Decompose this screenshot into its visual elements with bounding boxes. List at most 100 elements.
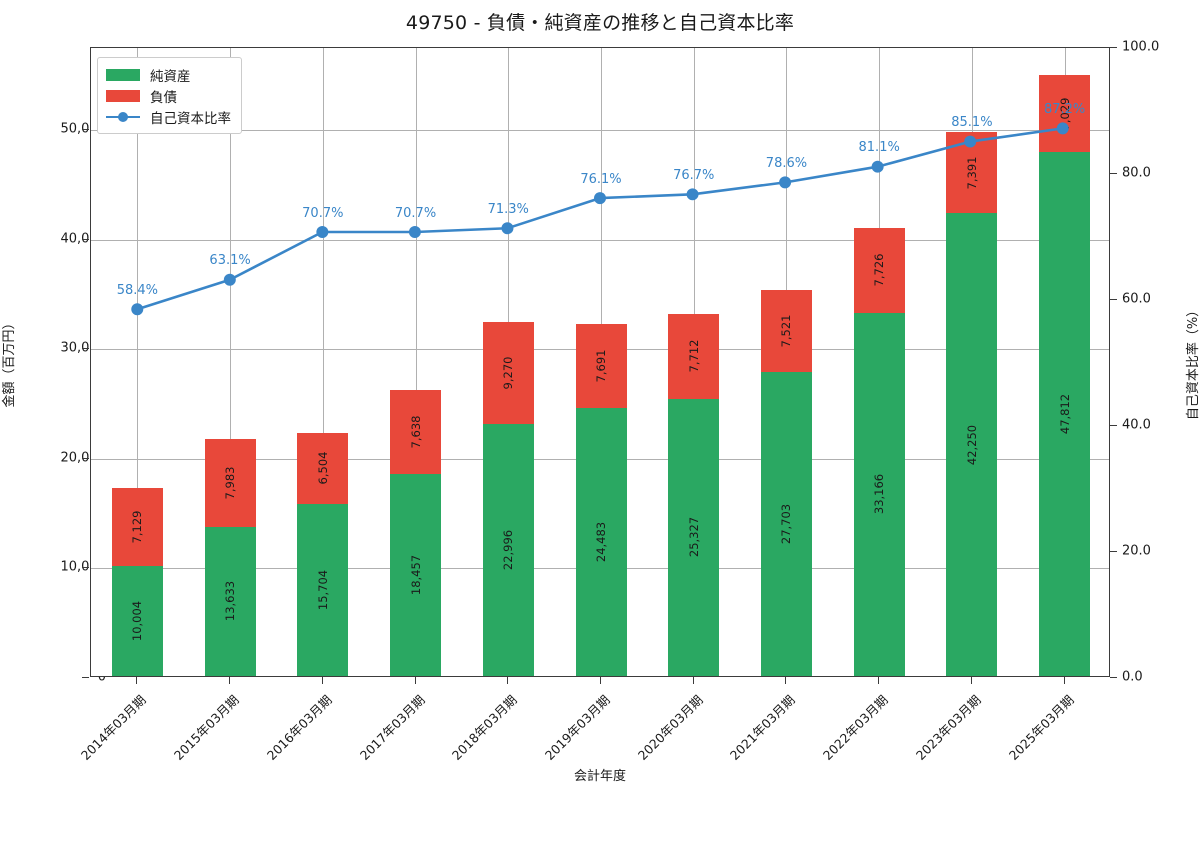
bar-segment-equity[interactable]: 25,327 [668,398,720,676]
y-axis-right-tick-label: 80.0 [1122,165,1151,181]
x-axis-tick-mark [878,677,880,684]
y-axis-right-tick-mark [1110,677,1117,678]
x-axis-tick-mark [414,677,416,684]
x-axis-tick-mark [229,677,231,684]
bar-segment-liability[interactable]: 7,983 [204,439,256,527]
stacked-bar[interactable]: 10,004 7,129 [111,488,163,676]
gridline-vertical [415,48,417,676]
legend-label-equity: 純資産 [150,68,191,85]
stacked-bar[interactable]: 15,704 6,504 [297,432,349,676]
bar-segment-equity[interactable]: 42,250 [946,213,998,676]
bar-segment-liability[interactable]: 7,638 [390,390,442,474]
x-axis-tick-mark [507,677,509,684]
x-axis-tick-mark [692,677,694,684]
ratio-value-label: 81.1% [858,140,900,156]
bar-segment-equity[interactable]: 10,004 [111,566,163,676]
legend-item-equity-ratio[interactable]: 自己資本比率 [106,106,231,127]
bar-segment-equity[interactable]: 18,457 [390,473,442,676]
y-axis-right-tick-mark [1110,551,1117,552]
x-axis-tick-mark [970,677,972,684]
y-axis-left-tick-mark [82,238,89,240]
plot-inner: 10,004 7,129 13,633 7,983 15,704 6,504 18,457 7… [91,48,1109,676]
ratio-data-point[interactable] [501,222,514,235]
chart-legend[interactable]: 純資産 負債 自己資本比率 [97,57,242,134]
bar-segment-equity[interactable]: 33,166 [853,312,905,676]
bar-segment-liability[interactable]: 7,726 [853,227,905,313]
ratio-data-point[interactable] [223,273,236,286]
ratio-data-point[interactable] [964,135,977,148]
x-axis-tick-mark [600,677,601,684]
bar-segment-equity[interactable]: 13,633 [204,526,256,676]
bar-segment-equity[interactable]: 24,483 [575,407,627,676]
bar-segment-liability[interactable]: 7,712 [668,314,720,399]
plot-area: 10,004 7,129 13,633 7,983 15,704 6,504 18,457 7… [90,47,1110,677]
y-axis-right-tick-mark [1110,299,1117,300]
x-axis-tick-mark [1063,677,1065,684]
stacked-bar[interactable]: 27,703 7,521 [760,290,812,676]
y-axis-left-tick-mark [82,677,89,678]
y-axis-right-tick-mark [1110,425,1117,426]
bar-segment-equity[interactable]: 27,703 [760,372,812,676]
chart-title: 49750 - 負債・純資産の推移と自己資本比率 [405,12,795,34]
ratio-value-label: 76.7% [673,167,715,183]
y-axis-right-tick-label: 60.0 [1122,291,1151,307]
y-axis-left-tick-mark [82,348,89,350]
ratio-data-point[interactable] [131,303,144,316]
bar-segment-liability[interactable]: 7,521 [760,290,812,373]
ratio-line-series [131,122,1069,316]
ratio-value-label: 63.1% [209,253,251,269]
y-axis-right-tick-label: 100.0 [1122,39,1160,55]
x-axis-tick-mark [785,677,787,684]
ratio-data-point[interactable] [1056,122,1069,135]
legend-label-equity-ratio: 自己資本比率 [150,110,231,127]
bar-segment-equity[interactable]: 15,704 [297,503,349,676]
legend-item-equity[interactable]: 純資産 [106,64,231,85]
ratio-data-point[interactable] [408,226,421,238]
legend-line-marker-icon [106,110,140,124]
gridline-vertical [322,48,324,676]
stacked-bar[interactable]: 47,812 7,029 [1039,75,1091,676]
y-axis-right-tick-mark [1110,47,1117,48]
y-axis-right-tick-label: 20.0 [1122,543,1151,559]
stacked-bar[interactable]: 25,327 7,712 [668,314,720,676]
ratio-value-label: 58.4% [116,283,159,299]
bar-segment-liability[interactable]: 7,029 [1039,75,1091,153]
y-axis-right-tick-label: 40.0 [1122,417,1151,433]
y-axis-left-tick-mark [82,567,89,569]
gridline-horizontal [91,130,1109,132]
legend-item-liability[interactable]: 負債 [106,85,231,106]
legend-label-liability: 負債 [150,89,177,106]
ratio-value-label: 87.2% [1043,101,1086,117]
y-axis-left-tick-mark [82,129,89,131]
y-axis-left-tick-mark [82,457,89,459]
stacked-bar[interactable]: 13,633 7,983 [204,439,256,676]
y-axis-right-tick-mark [1110,173,1117,174]
bar-segment-equity[interactable]: 22,996 [482,424,534,676]
ratio-data-point[interactable] [871,160,884,173]
bar-segment-liability[interactable]: 6,504 [297,432,349,504]
ratio-value-label: 76.1% [580,171,622,187]
x-axis-label: 会計年度 [573,769,626,784]
gridline-horizontal [91,239,1109,241]
stacked-bar[interactable]: 33,166 7,726 [853,227,905,676]
ratio-data-point[interactable] [316,226,329,238]
y-axis-right-tick-label: 0.0 [1122,669,1143,685]
ratio-data-point[interactable] [594,192,606,205]
x-axis-tick-mark [321,677,323,684]
stacked-bar[interactable]: 18,457 7,638 [390,390,442,676]
bar-segment-liability[interactable]: 7,129 [111,488,163,567]
bar-segment-liability[interactable]: 7,691 [575,323,627,408]
bar-segment-equity[interactable]: 47,812 [1039,152,1091,676]
stacked-bar[interactable]: 24,483 7,691 [575,323,627,676]
ratio-value-label: 71.3% [487,201,529,217]
ratio-line-path [135,127,1065,311]
bar-segment-liability[interactable]: 9,270 [482,322,534,425]
ratio-data-point[interactable] [686,188,699,201]
ratio-value-label: 78.6% [765,155,808,171]
chart-figure: 49750 - 負債・純資産の推移と自己資本比率 金額（百万円） 自己資本比率（… [2,12,1200,784]
ratio-value-label: 85.1% [951,114,993,130]
stacked-bar[interactable]: 22,996 9,270 [482,322,534,676]
y-axis-left-label: 金額（百万円） [2,316,17,408]
ratio-data-point[interactable] [779,176,792,189]
legend-swatch-liability-icon [106,89,140,102]
